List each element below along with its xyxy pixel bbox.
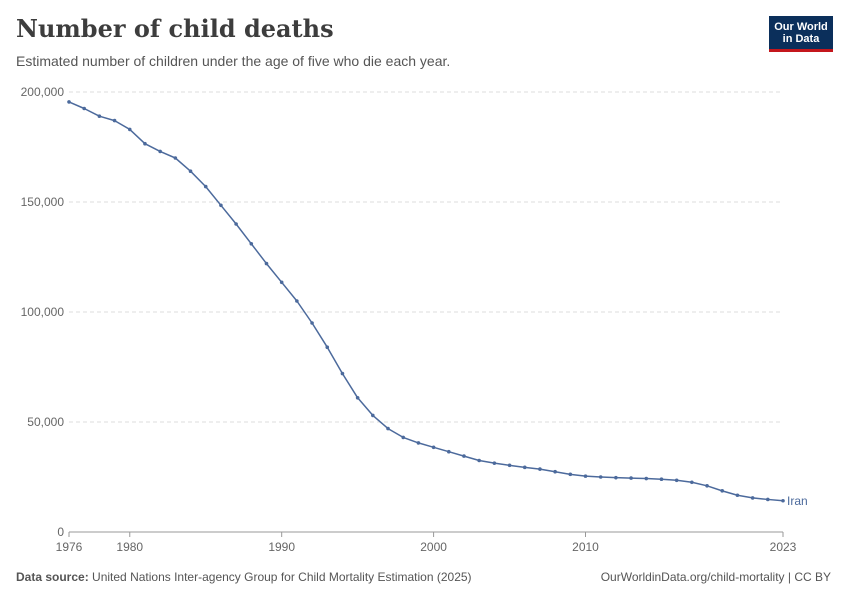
data-point [629, 476, 633, 480]
data-point [431, 445, 436, 450]
data-point [568, 472, 573, 477]
data-point [355, 396, 360, 400]
data-point [690, 480, 694, 485]
data-point [477, 458, 481, 463]
data-point [143, 141, 147, 146]
x-tick-label: 1980 [116, 540, 143, 554]
data-point [386, 426, 390, 431]
data-source: Data source: United Nations Inter-agency… [16, 570, 472, 584]
data-point [310, 321, 314, 325]
source-url-link[interactable]: OurWorldinData.org/child-mortality | CC … [600, 570, 831, 584]
x-tick-label: 1976 [56, 540, 83, 554]
data-point [264, 261, 269, 266]
data-point [659, 477, 664, 482]
x-axis: 1976 1980 1990 2000 2010 2023 [56, 531, 797, 554]
series-group: Iran [67, 100, 808, 508]
data-point [97, 114, 102, 118]
data-point [750, 496, 755, 500]
data-point [553, 469, 557, 474]
chart-subtitle: Estimated number of children under the a… [16, 53, 451, 69]
gridlines [69, 91, 783, 423]
data-point [249, 242, 254, 246]
y-tick-label: 150,000 [21, 195, 65, 209]
y-tick-label: 50,000 [27, 415, 64, 429]
data-point [781, 498, 785, 503]
x-tick-label: 2023 [770, 540, 797, 554]
logo-line-1: Our World [774, 21, 828, 33]
data-point [644, 476, 649, 481]
data-point [492, 461, 497, 465]
data-point [234, 222, 238, 226]
data-point [598, 475, 603, 479]
x-tick-label: 2010 [572, 540, 599, 554]
data-point [127, 127, 132, 132]
data-point [507, 463, 512, 468]
data-point [112, 118, 117, 123]
data-point [583, 474, 588, 478]
y-tick-label: 100,000 [21, 305, 65, 319]
data-point [735, 493, 740, 498]
data-point [538, 467, 542, 471]
data-point [173, 156, 178, 160]
y-axis-ticks: 0 50,000 100,000 150,000 200,000 [21, 85, 65, 539]
owid-logo[interactable]: Our World in Data [769, 16, 833, 52]
data-point [158, 149, 162, 154]
data-source-label: Data source: [16, 570, 89, 584]
data-point [416, 441, 421, 445]
data-source-text: United Nations Inter-agency Group for Ch… [92, 570, 472, 584]
data-point [462, 454, 466, 458]
data-point [522, 465, 527, 470]
data-point [295, 299, 299, 303]
data-point [720, 489, 725, 493]
data-point [705, 484, 709, 488]
chart-title: Number of child deaths [16, 14, 334, 43]
data-point [340, 371, 345, 376]
x-tick-label: 1990 [268, 540, 295, 554]
y-tick-label: 0 [57, 525, 64, 539]
data-point [188, 169, 193, 173]
data-point [401, 435, 406, 440]
series-label: Iran [787, 494, 808, 508]
data-point [219, 203, 223, 208]
data-point [766, 497, 770, 502]
x-tick-label: 2000 [420, 540, 447, 554]
data-point [325, 345, 330, 350]
data-point [279, 280, 284, 285]
data-point [371, 413, 375, 418]
data-point [674, 478, 679, 483]
data-point [446, 449, 451, 454]
y-tick-label: 200,000 [21, 85, 65, 99]
data-point [82, 106, 86, 111]
data-point [203, 184, 208, 189]
series-line-iran [68, 101, 784, 502]
logo-line-2: in Data [782, 33, 820, 45]
data-point [67, 100, 71, 104]
data-point [614, 475, 618, 480]
